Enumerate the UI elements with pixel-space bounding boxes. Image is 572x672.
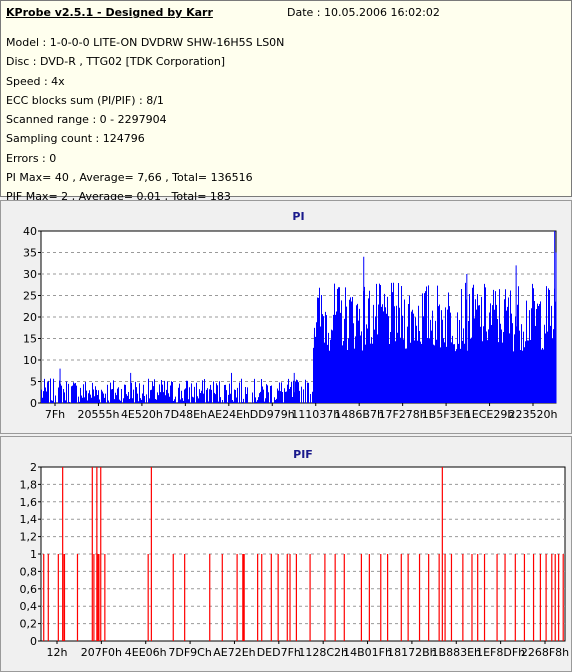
- pi-chart-panel: PI 0 5 10 15 20 25 30 35 40 7Fh 20555h 4E520h 7D48Eh A…: [0, 200, 572, 434]
- pif-y-tick-label: 0: [30, 635, 37, 648]
- pi-series: [41, 231, 557, 403]
- pi-y-tick-label: 35: [23, 247, 37, 260]
- pi-x-tick-label: 1ECE29h: [465, 408, 515, 421]
- drive-model: Model : 1-0-0-0 LITE-ON DVDRW SHW-16H5S …: [6, 36, 285, 49]
- ecc-blocks: ECC blocks sum (PI/PIF) : 8/1: [6, 93, 164, 107]
- pif-x-tick-label: 1128C2h: [298, 646, 348, 659]
- pi-x-tick-label: 111037h: [291, 408, 340, 421]
- pi-chart: PI 0 5 10 15 20 25 30 35 40 7Fh 20555h 4E520h 7D48Eh A…: [23, 210, 558, 421]
- pif-chart: PIF 0 0,2 0,4 0,6 0,8 1 1,2 1,4 1,6 1,8 2 12h 207F0h 4…: [20, 448, 570, 659]
- pi-x-tick-label: 7Fh: [45, 408, 65, 421]
- pi-x-tick-label: 17F278h: [378, 408, 426, 421]
- pif-y-tick-label: 0,2: [20, 618, 38, 631]
- pif-y-tick-label: 0,8: [20, 565, 38, 578]
- pi-y-tick-label: 5: [30, 376, 37, 389]
- pif-x-tick-label: DED7Fh: [257, 646, 301, 659]
- scan-details: Model : 1-0-0-0 LITE-ON DVDRW SHW-16H5S …: [6, 33, 284, 207]
- pif-y-tick-label: 1,6: [20, 496, 38, 509]
- pif-x-tick-label: 14B01Fh: [343, 646, 392, 659]
- sampling-count: Sampling count : 124796: [6, 132, 145, 146]
- pi-title: PI: [292, 210, 304, 223]
- pi-x-tick-label: 20555h: [77, 408, 119, 421]
- pif-title: PIF: [293, 448, 313, 461]
- pif-y-tick-label: 1,4: [20, 513, 38, 526]
- pi-y-tick-label: 0: [30, 397, 37, 410]
- pi-summary: PI Max= 40 , Average= 7,66 , Total= 1365…: [6, 171, 253, 185]
- pi-y-tick-label: 15: [23, 333, 37, 346]
- pif-y-tick-label: 1,2: [20, 531, 38, 544]
- pi-y-tick-label: 40: [23, 225, 37, 238]
- pif-y-tick-label: 1,8: [20, 478, 38, 491]
- pi-x-tick-label: 1486B7h: [334, 408, 384, 421]
- pi-x-tick-label: 4E520h: [121, 408, 163, 421]
- pif-x-tick-label: 1B883Eh: [432, 646, 481, 659]
- pif-chart-panel: PIF 0 0,2 0,4 0,6 0,8 1 1,2 1,4 1,6 1,8 2 12h 207F0h 4…: [0, 436, 572, 672]
- scan-info-panel: KProbe v2.5.1 - Designed by Karr Date : …: [0, 0, 572, 203]
- pif-series: [43, 467, 564, 641]
- error-count: Errors : 0: [6, 151, 57, 165]
- pif-y-tick-label: 0,6: [20, 583, 38, 596]
- pi-x-tick-label: DD979h: [250, 408, 295, 421]
- pif-x-tick-label: 2268F8h: [521, 646, 569, 659]
- scanned-range: Scanned range : 0 - 2297904: [6, 113, 167, 127]
- pif-y-tick-label: 0,4: [20, 600, 38, 613]
- pif-x-tick-label: 207F0h: [81, 646, 122, 659]
- pi-y-tick-label: 20: [23, 311, 37, 324]
- pi-y-tick-label: 10: [23, 354, 37, 367]
- pif-x-tick-label: 12h: [47, 646, 68, 659]
- pi-x-tick-label: 1B5F3Eh: [422, 408, 471, 421]
- pi-x-tick-label: AE24Eh: [208, 408, 250, 421]
- pif-x-tick-label: 18172Bh: [387, 646, 437, 659]
- disc-type: Disc : DVD-R , TTG02 [TDK Corporation]: [6, 55, 226, 69]
- pif-y-tick-label: 2: [30, 461, 37, 474]
- pi-y-tick-label: 25: [23, 290, 37, 303]
- pif-x-tick-label: AE72Eh: [213, 646, 255, 659]
- scan-speed: Speed : 4x: [6, 74, 65, 88]
- pif-x-tick-label: 4EE06h: [125, 646, 167, 659]
- pif-y-tick-label: 1: [30, 548, 37, 561]
- pi-x-tick-label: 223520h: [509, 408, 558, 421]
- pi-x-tick-label: 7D48Eh: [164, 408, 207, 421]
- pif-x-tick-label: 1EF8DFh: [476, 646, 525, 659]
- pif-x-tick-label: 7DF9Ch: [168, 646, 211, 659]
- app-title: KProbe v2.5.1 - Designed by Karr: [6, 6, 213, 19]
- pi-y-tick-label: 30: [23, 268, 37, 281]
- scan-date: Date : 10.05.2006 16:02:02: [287, 6, 440, 19]
